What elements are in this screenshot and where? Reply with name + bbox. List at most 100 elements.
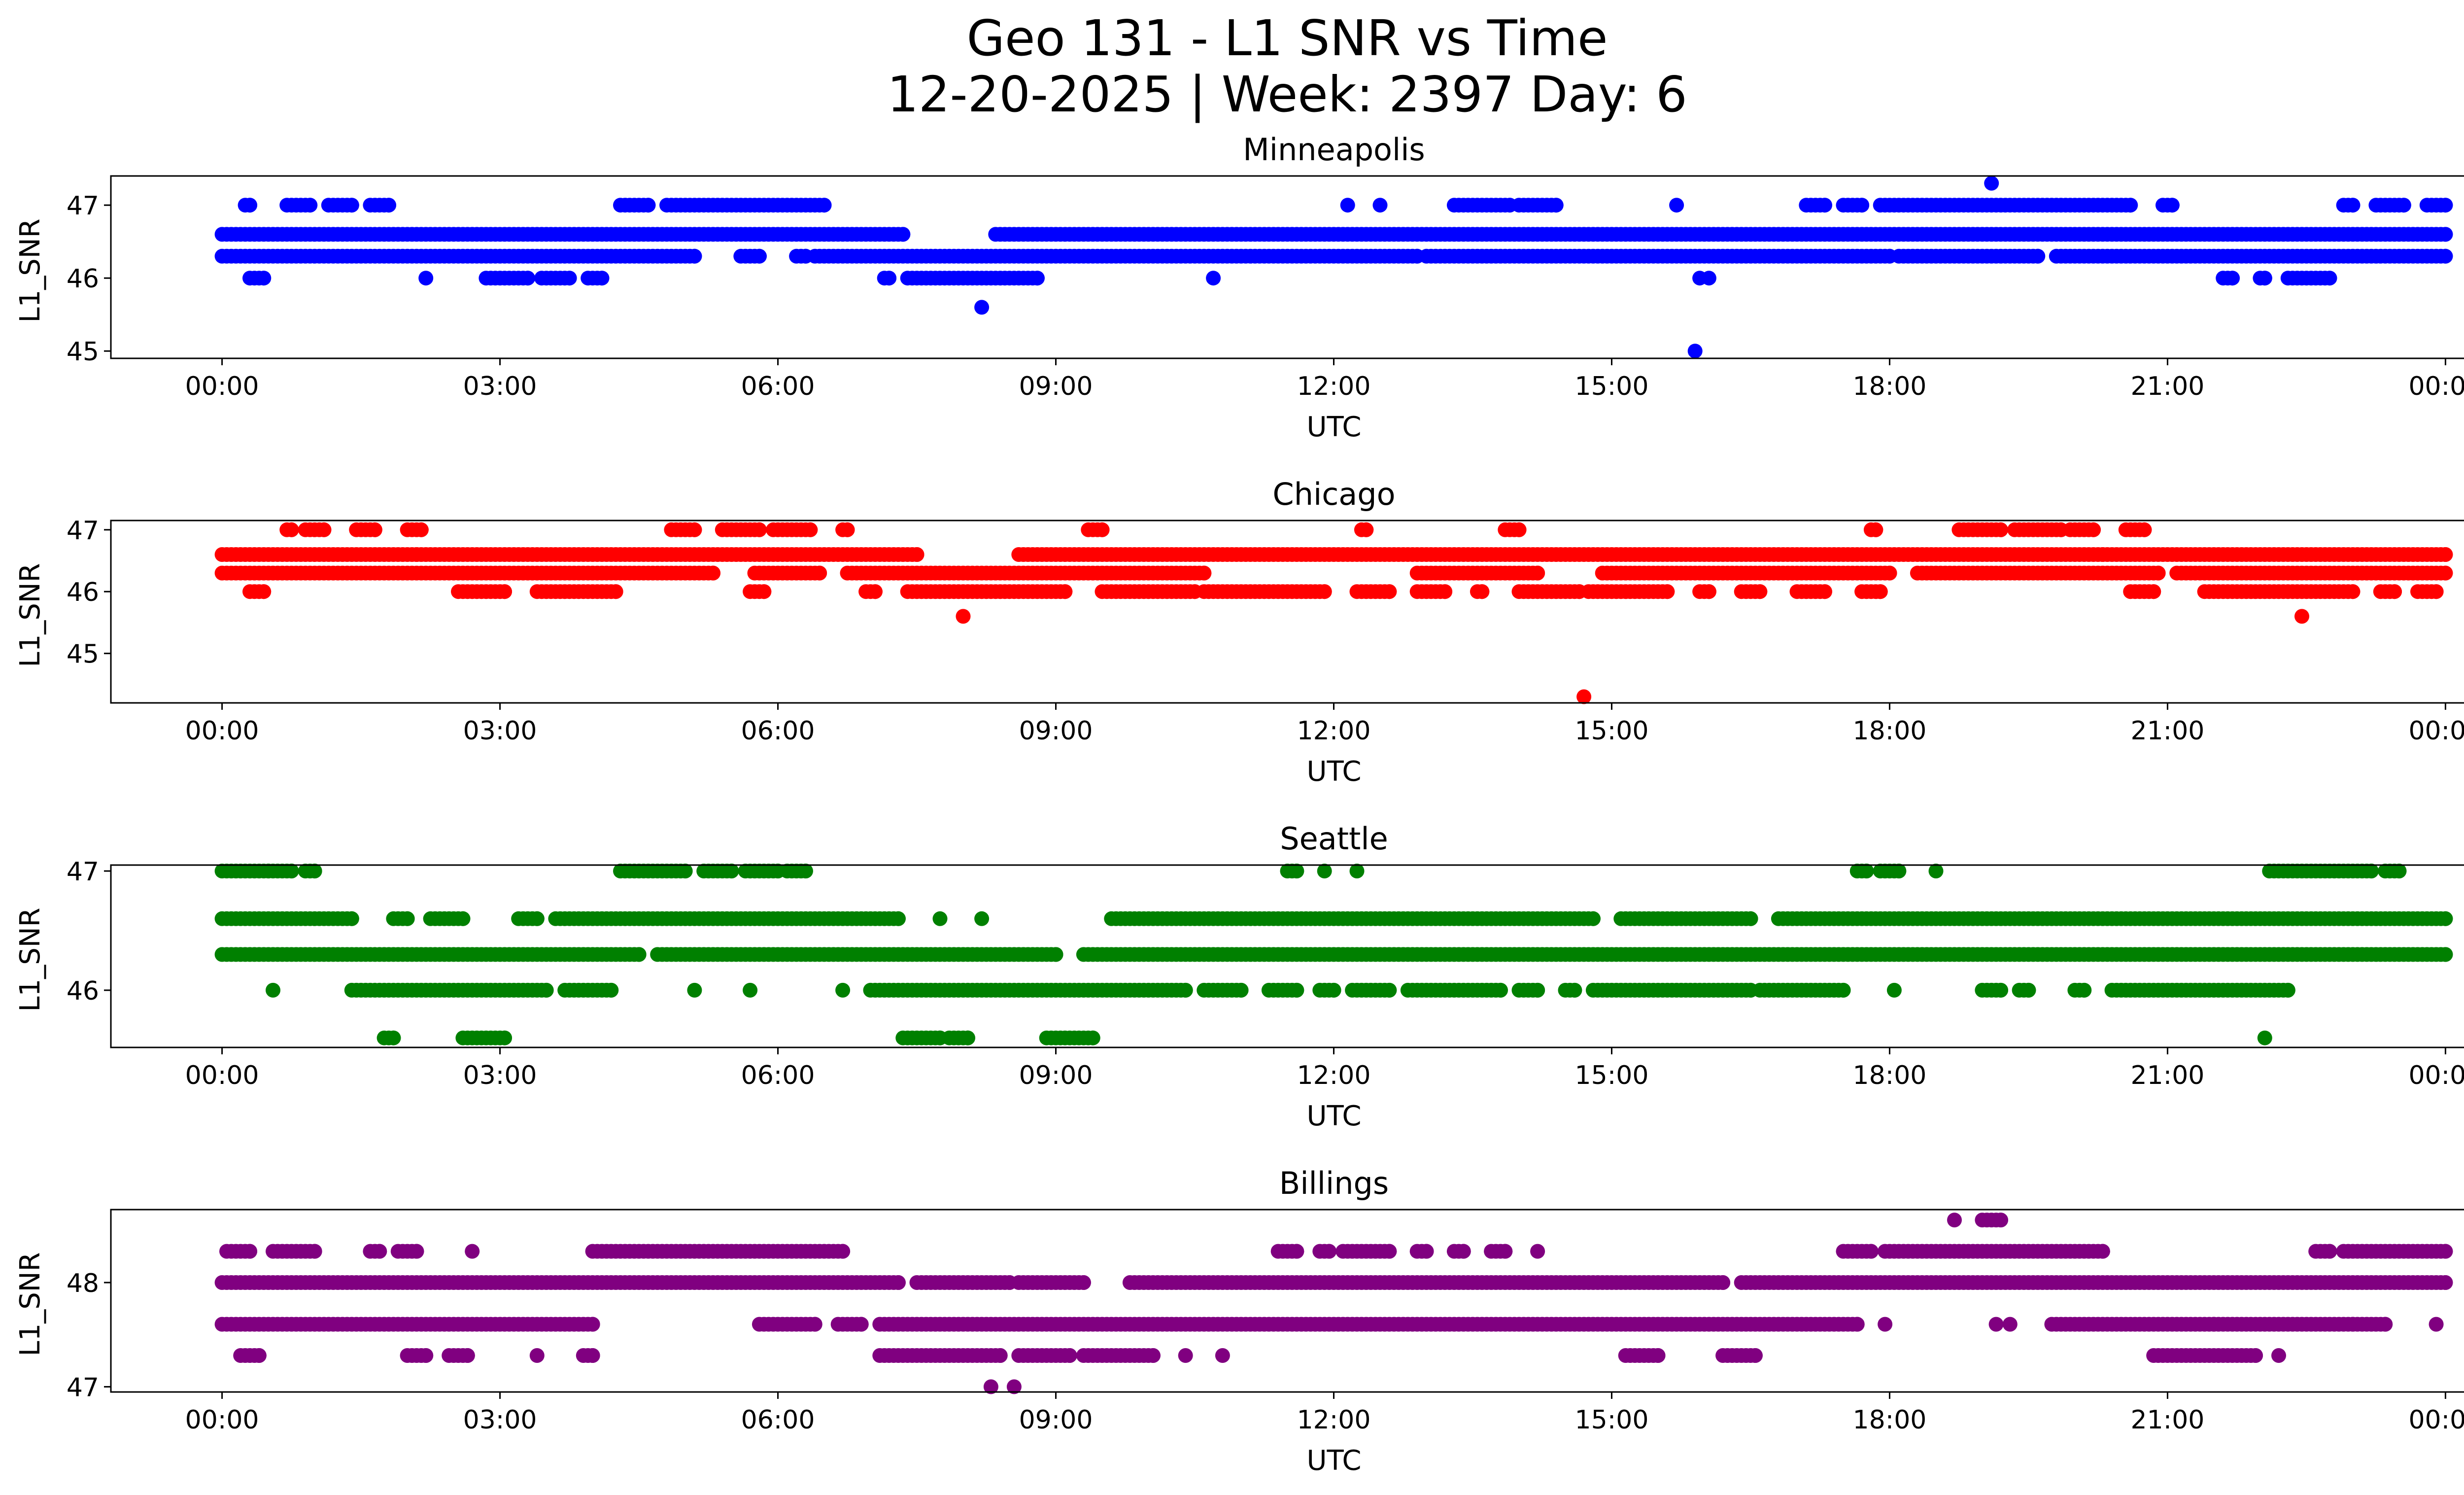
x-tick-label: 00:00: [2408, 372, 2464, 401]
data-point: [2151, 565, 2166, 581]
data-point: [1289, 864, 1304, 879]
data-point: [1058, 584, 1073, 599]
data-point: [266, 982, 280, 998]
x-tick-label: 09:00: [1019, 1061, 1093, 1090]
data-point: [1317, 864, 1332, 879]
data-point: [1585, 911, 1601, 926]
data-points: [214, 175, 2453, 359]
data-point: [608, 584, 623, 599]
x-tick-label: 15:00: [1575, 372, 1649, 401]
panel-title: Seattle: [1280, 821, 1388, 857]
data-point: [539, 982, 554, 998]
figure-title-line1: Geo 131 - L1 SNR vs Time: [967, 9, 1608, 67]
data-point: [1498, 1244, 1513, 1259]
data-point: [386, 1030, 401, 1045]
data-point: [594, 271, 610, 286]
data-point: [641, 198, 656, 213]
data-point: [631, 947, 647, 962]
data-point: [854, 1317, 869, 1332]
y-tick-label: 45: [67, 337, 99, 367]
x-tick-label: 21:00: [2131, 716, 2205, 746]
x-axis-label: UTC: [1306, 411, 1361, 443]
data-point: [812, 565, 827, 581]
data-point: [418, 271, 434, 286]
data-point: [418, 1348, 434, 1363]
y-tick-label: 46: [67, 976, 99, 1006]
data-point: [2387, 584, 2402, 599]
x-tick-label: 12:00: [1297, 1061, 1371, 1090]
data-point: [752, 248, 767, 264]
data-point: [585, 1317, 600, 1332]
data-point: [1349, 864, 1365, 879]
data-point: [251, 1348, 267, 1363]
data-point: [2086, 522, 2101, 537]
x-tick-label: 00:00: [185, 716, 259, 746]
data-point: [2257, 1030, 2272, 1045]
x-tick-label: 03:00: [463, 1061, 537, 1090]
data-point: [1669, 198, 1684, 213]
data-point: [1048, 947, 1063, 962]
y-tick-label: 45: [67, 640, 99, 669]
x-tick-label: 06:00: [741, 372, 815, 401]
data-point: [2225, 271, 2240, 286]
data-point: [1233, 982, 1249, 998]
data-point: [2378, 1317, 2393, 1332]
data-point: [817, 198, 832, 213]
x-tick-label: 09:00: [1019, 372, 1093, 401]
data-point: [1863, 1244, 1879, 1259]
data-point: [284, 864, 299, 879]
data-point: [2095, 1244, 2110, 1259]
data-point: [372, 1244, 387, 1259]
data-point: [1660, 584, 1675, 599]
data-point: [381, 198, 396, 213]
data-point: [1567, 982, 1582, 998]
x-axis-label: UTC: [1306, 1100, 1361, 1132]
data-point: [1859, 864, 1874, 879]
data-point: [1382, 1244, 1397, 1259]
data-point: [803, 522, 818, 537]
data-point: [687, 982, 702, 998]
data-point: [1868, 522, 1883, 537]
x-tick-label: 15:00: [1575, 1061, 1649, 1090]
data-point: [2146, 584, 2161, 599]
data-point: [1886, 982, 1902, 998]
data-point: [2438, 947, 2453, 962]
panel-title: Chicago: [1272, 476, 1395, 512]
data-point: [895, 227, 911, 242]
x-tick-label: 12:00: [1297, 372, 1371, 401]
data-point: [2164, 198, 2180, 213]
data-point: [1029, 271, 1045, 286]
data-point: [807, 1317, 822, 1332]
data-point: [1289, 1244, 1304, 1259]
data-point: [1474, 584, 1490, 599]
data-point: [455, 911, 471, 926]
data-point: [1993, 982, 2008, 998]
data-point: [2257, 271, 2272, 286]
x-tick-label: 00:00: [185, 372, 259, 401]
data-point: [890, 1275, 906, 1290]
data-point: [974, 300, 990, 315]
data-point: [1322, 1244, 1337, 1259]
data-point: [2095, 547, 2110, 562]
x-tick-label: 00:00: [2408, 1061, 2464, 1090]
data-point: [2396, 198, 2411, 213]
y-axis-label: L1_SNR: [14, 218, 46, 322]
data-point: [2364, 864, 2379, 879]
x-tick-label: 03:00: [463, 716, 537, 746]
data-point: [2438, 911, 2453, 926]
data-point: [890, 911, 906, 926]
data-point: [756, 584, 772, 599]
data-point: [400, 911, 415, 926]
data-point: [1701, 584, 1716, 599]
x-tick-label: 15:00: [1575, 716, 1649, 746]
data-point: [1882, 565, 1897, 581]
data-point: [1317, 584, 1332, 599]
y-tick-label: 47: [67, 516, 99, 546]
data-point: [1873, 584, 1888, 599]
data-point: [1576, 689, 1592, 704]
x-tick-label: 21:00: [2131, 372, 2205, 401]
figure-title-line2: 12-20-2025 | Week: 2397 Day: 6: [887, 66, 1687, 123]
data-point: [835, 1244, 851, 1259]
data-point: [409, 1244, 424, 1259]
data-point: [2137, 522, 2152, 537]
